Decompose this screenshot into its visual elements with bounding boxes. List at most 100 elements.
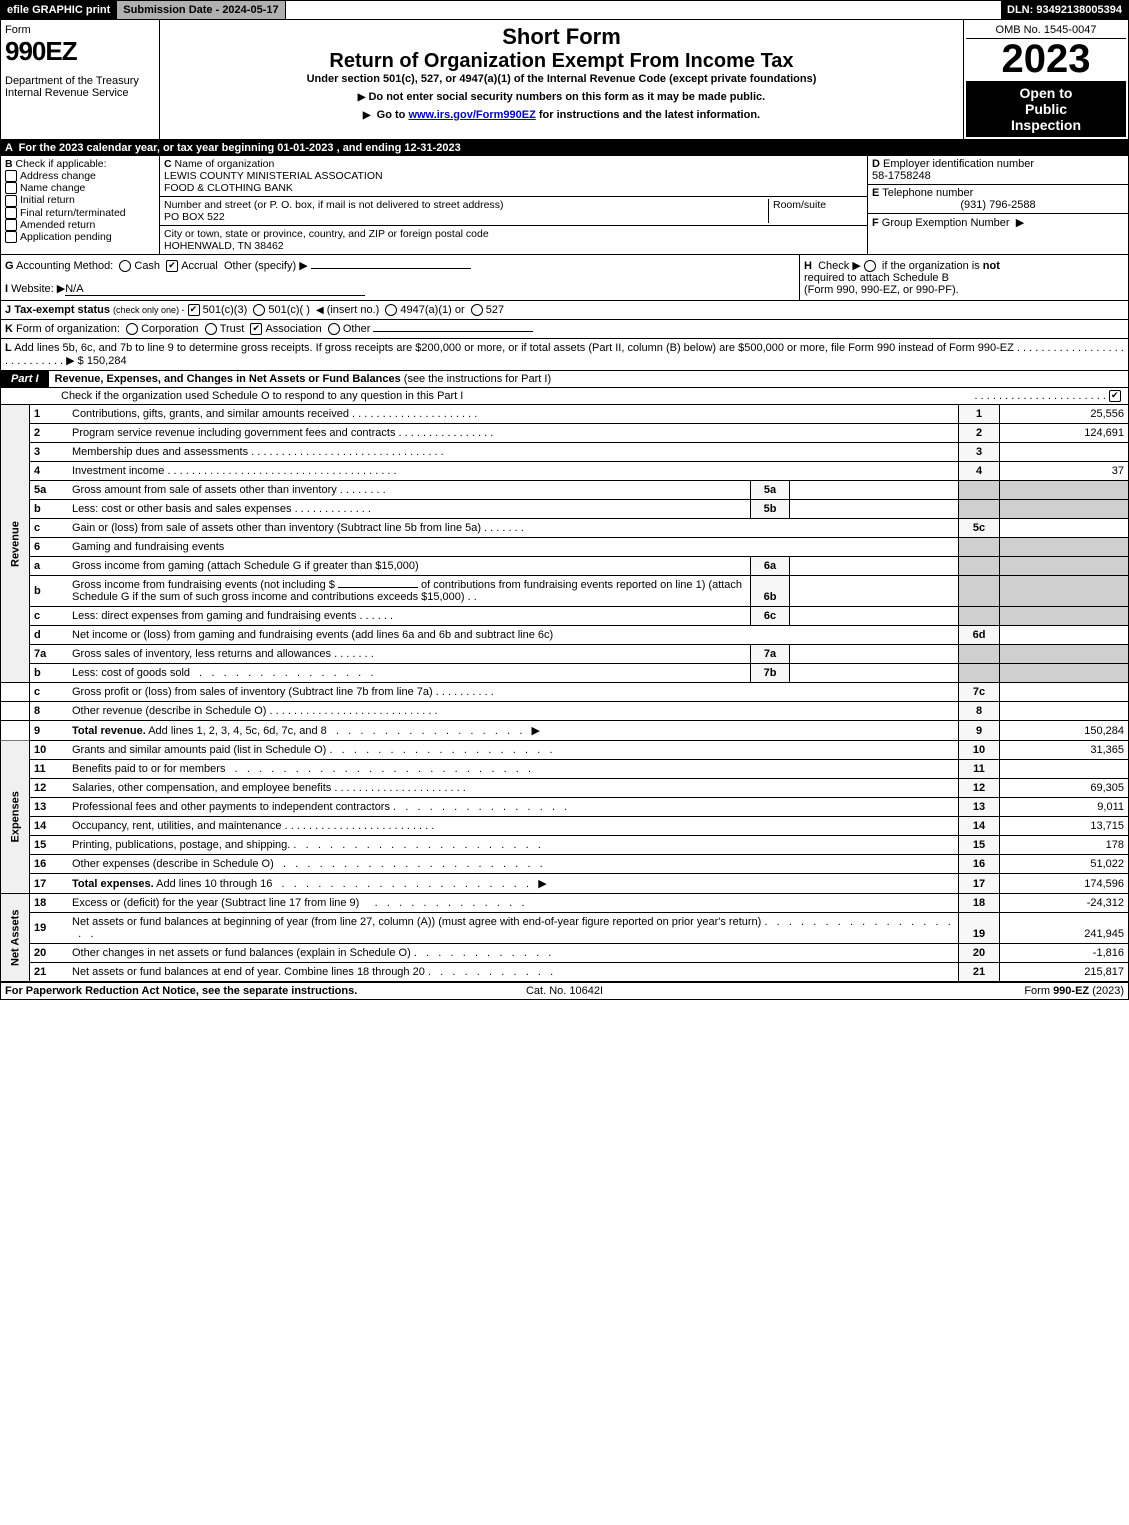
l15-rl: 15: [959, 836, 1000, 855]
radio-cash[interactable]: [119, 260, 131, 272]
row-7c: c Gross profit or (loss) from sales of i…: [1, 683, 1129, 702]
sched-o-row: Check if the organization used Schedule …: [0, 388, 1129, 404]
l15-rv: 178: [1000, 836, 1129, 855]
col-c: C Name of organization LEWIS COUNTY MINI…: [160, 156, 868, 254]
c-city-label: City or town, state or province, country…: [164, 228, 489, 240]
l6b-d1: Gross income from fundraising events (no…: [72, 579, 335, 591]
under-section: Under section 501(c), 527, or 4947(a)(1)…: [166, 73, 957, 85]
row-7b: b Less: cost of goods sold . . . . . . .…: [1, 664, 1129, 683]
l7b-rl: [959, 664, 1000, 683]
l19-n: 19: [30, 913, 69, 944]
footer-right: Form 990-EZ (2023): [751, 985, 1124, 997]
tax-year: 2023: [966, 39, 1126, 79]
section-a-text: For the 2023 calendar year, or tax year …: [19, 142, 461, 154]
l7a-rl: [959, 645, 1000, 664]
k-other-input[interactable]: [373, 331, 533, 332]
cb-name-change[interactable]: [5, 182, 17, 194]
org-city: HOHENWALD, TN 38462: [164, 240, 284, 252]
j-row: J Tax-exempt status (check only one) - 5…: [0, 300, 1129, 319]
row-6: 6 Gaming and fundraising events: [1, 538, 1129, 557]
b-label: Check if applicable:: [16, 158, 107, 170]
h-block: H Check ▶ if the organization is not req…: [799, 255, 1128, 300]
row-17: 17 Total expenses. Add lines 10 through …: [1, 874, 1129, 894]
l20-d: Other changes in net assets or fund bala…: [72, 947, 411, 959]
l18-n: 18: [30, 894, 69, 913]
phone-value: (931) 796-2588: [960, 199, 1035, 211]
k-o3: Association: [265, 323, 321, 335]
l6b-amount-input[interactable]: [338, 587, 418, 588]
g-block: G Accounting Method: Cash Accrual Other …: [1, 255, 799, 300]
l5a-rl: [959, 481, 1000, 500]
l6c-rl: [959, 607, 1000, 626]
l7b-d: Less: cost of goods sold: [72, 667, 190, 679]
cb-final-return[interactable]: [5, 207, 17, 219]
goto-line: Go to www.irs.gov/Form990EZ for instruct…: [166, 109, 957, 121]
l6b-mv: [790, 576, 959, 607]
footer-center: Cat. No. 10642I: [378, 985, 751, 997]
l7b-rv: [1000, 664, 1129, 683]
e-block: E Telephone number (931) 796-2588: [868, 185, 1128, 214]
l8-rl: 8: [959, 702, 1000, 721]
e-label: Telephone number: [882, 187, 973, 199]
radio-corp[interactable]: [126, 323, 138, 335]
footer-right-form: 990-EZ: [1053, 985, 1089, 997]
l7c-rv: [1000, 683, 1129, 702]
l5c-rl: 5c: [959, 519, 1000, 538]
radio-4947[interactable]: [385, 304, 397, 316]
l9-rl: 9: [959, 721, 1000, 741]
cb-application-pending[interactable]: [5, 231, 17, 243]
radio-527[interactable]: [471, 304, 483, 316]
l1-d: Contributions, gifts, grants, and simila…: [72, 408, 349, 420]
org-name-2: FOOD & CLOTHING BANK: [164, 182, 293, 194]
f-arrow-icon: ▶: [1016, 217, 1024, 229]
row-5c: c Gain or (loss) from sale of assets oth…: [1, 519, 1129, 538]
c-street-label: Number and street (or P. O. box, if mail…: [164, 199, 503, 211]
l6b-n: b: [30, 576, 69, 607]
g-label: Accounting Method:: [16, 260, 113, 272]
radio-other-org[interactable]: [328, 323, 340, 335]
j-insert: (insert no.): [327, 304, 380, 316]
l14-n: 14: [30, 817, 69, 836]
l1-rl: 1: [959, 405, 1000, 424]
dln-label: DLN: 93492138005394: [1001, 1, 1128, 19]
row-4: 4 Investment income . . . . . . . . . . …: [1, 462, 1129, 481]
cb-initial-return[interactable]: [5, 195, 17, 207]
cb-amended-return[interactable]: [5, 219, 17, 231]
radio-h[interactable]: [864, 260, 876, 272]
b-opt-1: Name change: [20, 182, 85, 194]
cb-association[interactable]: [250, 323, 262, 335]
goto-link[interactable]: www.irs.gov/Form990EZ: [408, 109, 535, 121]
box-bcdef: B Check if applicable: Address change Na…: [0, 156, 1129, 254]
radio-501c[interactable]: [253, 304, 265, 316]
l7a-ml: 7a: [751, 645, 790, 664]
l17-rl: 17: [959, 874, 1000, 894]
h-text4: (Form 990, 990-EZ, or 990-PF).: [804, 284, 959, 296]
revenue-table: Revenue 1 Contributions, gifts, grants, …: [0, 404, 1129, 740]
side-expenses: Expenses: [1, 741, 30, 894]
cb-501c3[interactable]: [188, 304, 200, 316]
radio-trust[interactable]: [205, 323, 217, 335]
header-center: Short Form Return of Organization Exempt…: [160, 20, 964, 139]
j-o4: 527: [486, 304, 504, 316]
g-other-input[interactable]: [311, 268, 471, 269]
f-block: F Group Exemption Number ▶: [868, 214, 1128, 231]
row-12: 12 Salaries, other compensation, and emp…: [1, 779, 1129, 798]
radio-accrual[interactable]: [166, 260, 178, 272]
l6c-d: Less: direct expenses from gaming and fu…: [72, 610, 356, 622]
section-a: A For the 2023 calendar year, or tax yea…: [0, 140, 1129, 156]
l-text: Add lines 5b, 6c, and 7b to line 9 to de…: [14, 342, 1014, 354]
row-21: 21 Net assets or fund balances at end of…: [1, 963, 1129, 982]
irs-label: Internal Revenue Service: [5, 87, 155, 99]
l5a-n: 5a: [30, 481, 69, 500]
l7b-mv: [790, 664, 959, 683]
l18-rl: 18: [959, 894, 1000, 913]
left-arrow-icon: [313, 304, 327, 316]
cb-sched-o[interactable]: [1109, 390, 1121, 402]
row-16: 16 Other expenses (describe in Schedule …: [1, 855, 1129, 874]
cb-address-change[interactable]: [5, 170, 17, 182]
g-other: Other (specify): [224, 260, 296, 272]
footer-right-post: (2023): [1092, 985, 1124, 997]
org-name-1: LEWIS COUNTY MINISTERIAL ASSOCATION: [164, 170, 383, 182]
l6a-rv: [1000, 557, 1129, 576]
g-accrual: Accrual: [181, 260, 218, 272]
